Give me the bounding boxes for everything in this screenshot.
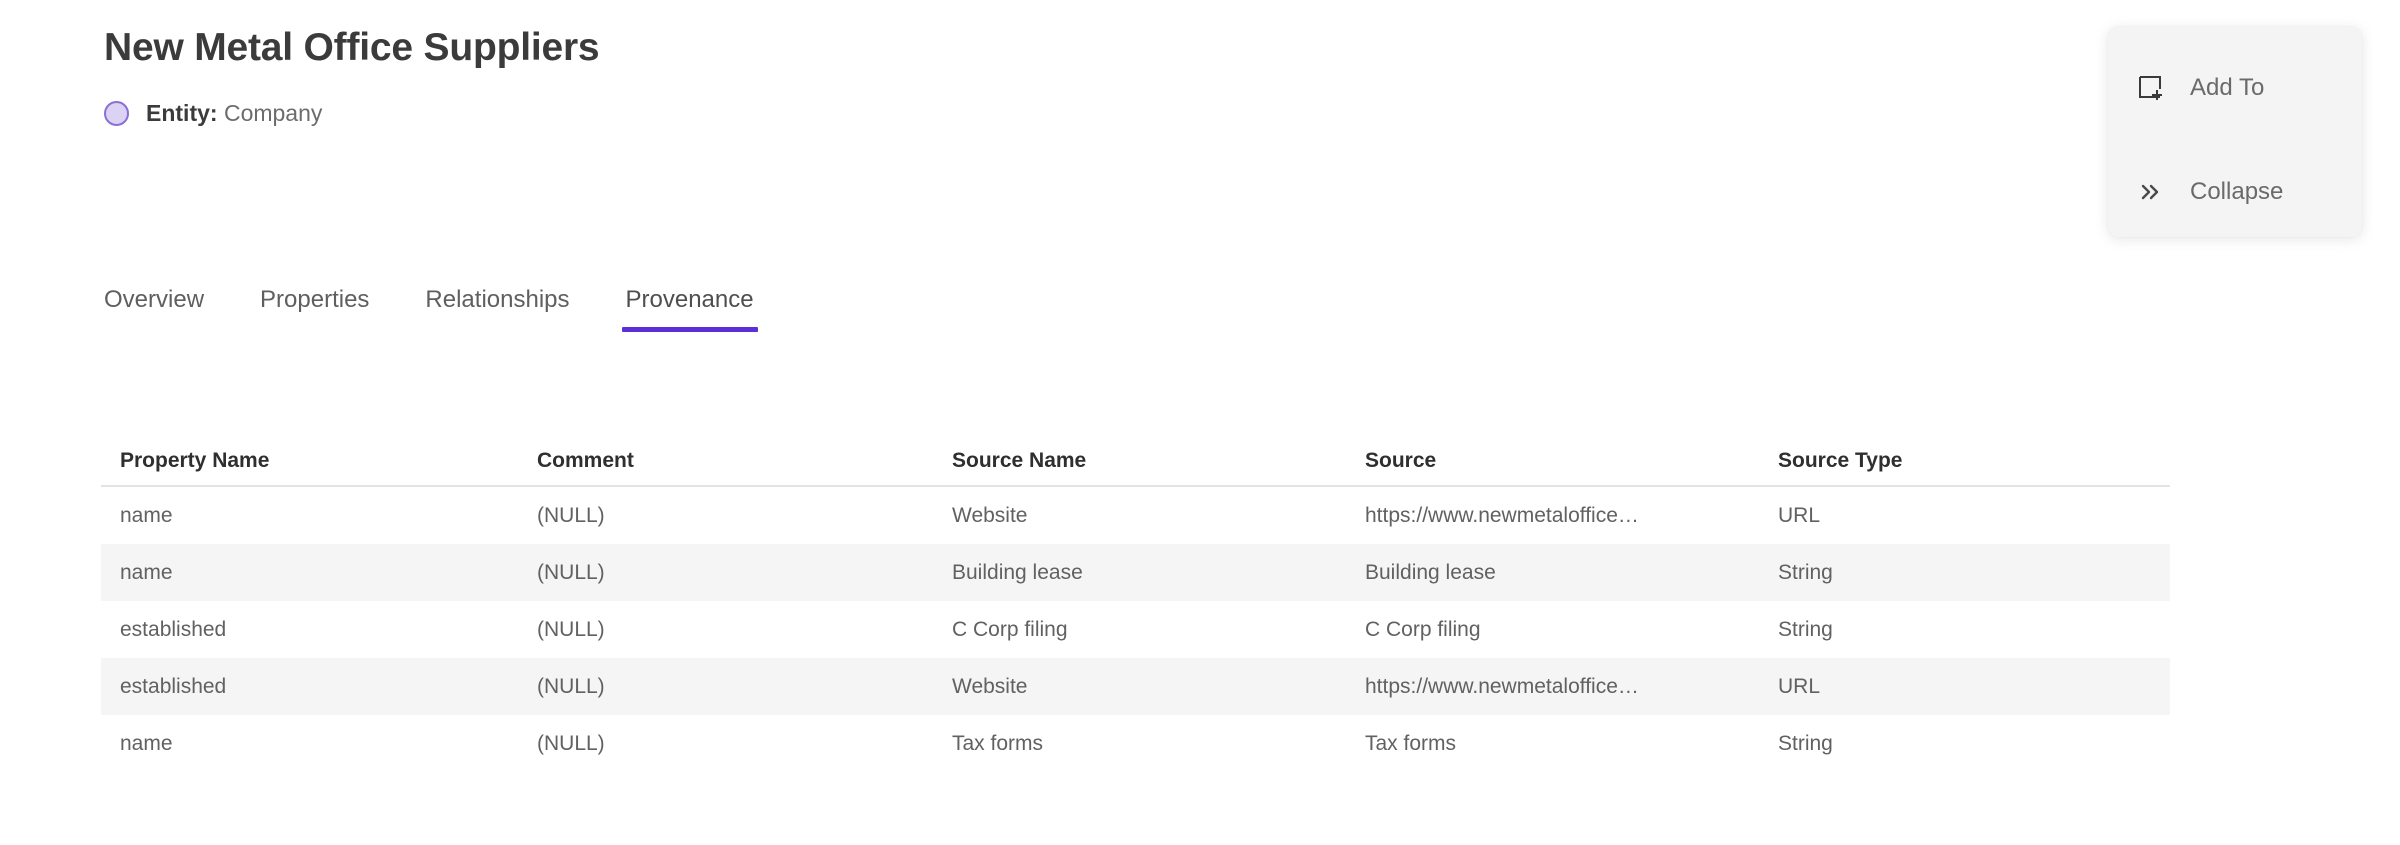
- cell-comment: (NULL): [537, 503, 605, 527]
- cell-source: C Corp filing: [1365, 617, 1481, 641]
- collapse-button[interactable]: Collapse: [2108, 169, 2362, 215]
- cell-property-name: name: [120, 560, 173, 584]
- cell-source-name: Tax forms: [952, 731, 1044, 755]
- table-header-row: Property Name Comment Source Name Source…: [101, 437, 2170, 487]
- add-to-button[interactable]: Add To: [2108, 65, 2362, 111]
- entity-type-label: Entity:: [146, 100, 218, 127]
- column-header-source-type[interactable]: Source Type: [1778, 449, 1903, 472]
- double-chevron-right-icon: [2134, 175, 2168, 209]
- tab-relationships[interactable]: Relationships: [425, 286, 570, 313]
- entity-header: New Metal Office Suppliers Entity: Compa…: [104, 26, 600, 129]
- column-header-source[interactable]: Source: [1365, 449, 1437, 472]
- table-row[interactable]: name (NULL) Building lease Building leas…: [101, 544, 2170, 601]
- page-title: New Metal Office Suppliers: [104, 26, 600, 69]
- cell-source-name: Website: [952, 503, 1028, 527]
- provenance-table: Property Name Comment Source Name Source…: [101, 437, 2170, 772]
- cell-source-type: String: [1778, 731, 1833, 755]
- entity-type-dot-icon: [104, 101, 129, 127]
- cell-source: https://www.newmetaloffice…: [1365, 503, 1639, 527]
- cell-property-name: name: [120, 503, 173, 527]
- cell-source: Building lease: [1365, 560, 1496, 584]
- column-header-source-name[interactable]: Source Name: [952, 449, 1087, 472]
- cell-source-type: String: [1778, 560, 1833, 584]
- cell-property-name: established: [120, 617, 227, 641]
- cell-property-name: name: [120, 731, 173, 755]
- entity-type-text: Entity: Company: [146, 102, 322, 125]
- cell-comment: (NULL): [537, 674, 605, 698]
- add-to-label: Add To: [2190, 74, 2265, 101]
- cell-comment: (NULL): [537, 617, 605, 641]
- column-header-comment[interactable]: Comment: [537, 449, 634, 472]
- add-to-square-plus-icon: [2134, 71, 2168, 105]
- cell-source-name: Building lease: [952, 560, 1083, 584]
- cell-property-name: established: [120, 674, 227, 698]
- tab-overview[interactable]: Overview: [104, 286, 205, 313]
- table-row[interactable]: name (NULL) Tax forms Tax forms String: [101, 715, 2170, 772]
- table-row[interactable]: name (NULL) Website https://www.newmetal…: [101, 487, 2170, 544]
- entity-type-value: Company: [223, 100, 323, 127]
- collapse-label: Collapse: [2190, 178, 2284, 205]
- cell-comment: (NULL): [537, 560, 605, 584]
- cell-comment: (NULL): [537, 731, 605, 755]
- cell-source-type: URL: [1778, 503, 1821, 527]
- column-header-property-name[interactable]: Property Name: [120, 449, 270, 472]
- table-row[interactable]: established (NULL) C Corp filing C Corp …: [101, 601, 2170, 658]
- cell-source-type: String: [1778, 617, 1833, 641]
- tab-properties[interactable]: Properties: [260, 286, 370, 313]
- table-row[interactable]: established (NULL) Website https://www.n…: [101, 658, 2170, 715]
- cell-source-name: Website: [952, 674, 1028, 698]
- floating-action-panel: Add To Collapse: [2108, 27, 2362, 237]
- cell-source: Tax forms: [1365, 731, 1457, 755]
- cell-source-name: C Corp filing: [952, 617, 1068, 641]
- cell-source: https://www.newmetaloffice…: [1365, 674, 1639, 698]
- entity-type-line: Entity: Company: [104, 99, 599, 129]
- tab-provenance[interactable]: Provenance: [621, 288, 758, 332]
- detail-tabs: Overview Properties Relationships Proven…: [104, 276, 758, 332]
- cell-source-type: URL: [1778, 674, 1821, 698]
